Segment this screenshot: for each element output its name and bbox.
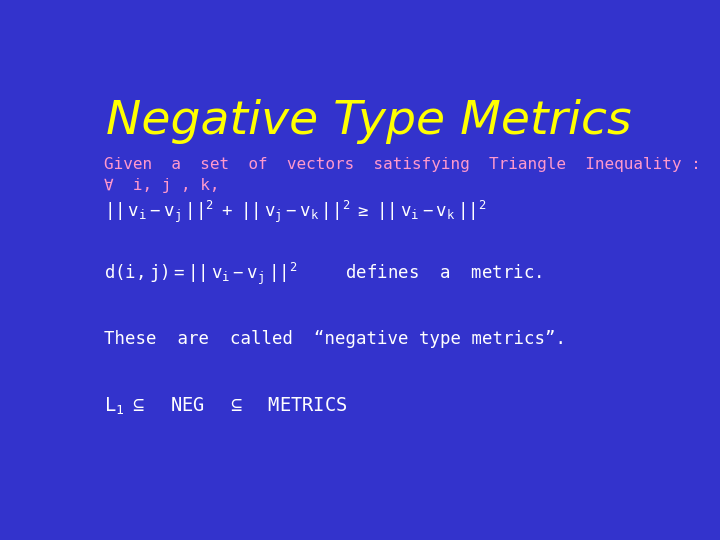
- Text: These  are  called  “negative type metrics”.: These are called “negative type metrics”…: [104, 330, 566, 348]
- Text: ∀  i, j , k,: ∀ i, j , k,: [104, 178, 220, 193]
- Text: $\mathtt{|| \, v_i - v_j \, ||^2 \; + \; || \, v_j - v_k \, ||^2 \; \geq \; || \: $\mathtt{|| \, v_i - v_j \, ||^2 \; + \;…: [104, 199, 487, 225]
- Text: Given  a  set  of  vectors  satisfying  Triangle  Inequality :: Given a set of vectors satisfying Triang…: [104, 157, 701, 172]
- Text: $\mathtt{d(i, j) = || \, v_i - v_j \, ||^2}$$\mathtt{\quad}$   defines  a  metri: $\mathtt{d(i, j) = || \, v_i - v_j \, ||…: [104, 261, 542, 287]
- Text: $\mathtt{L_1 \; \subseteq}$  NEG  $\mathtt{\subseteq}$  METRICS: $\mathtt{L_1 \; \subseteq}$ NEG $\mathtt…: [104, 396, 348, 417]
- Text: Negative Type Metrics: Negative Type Metrics: [106, 99, 632, 144]
